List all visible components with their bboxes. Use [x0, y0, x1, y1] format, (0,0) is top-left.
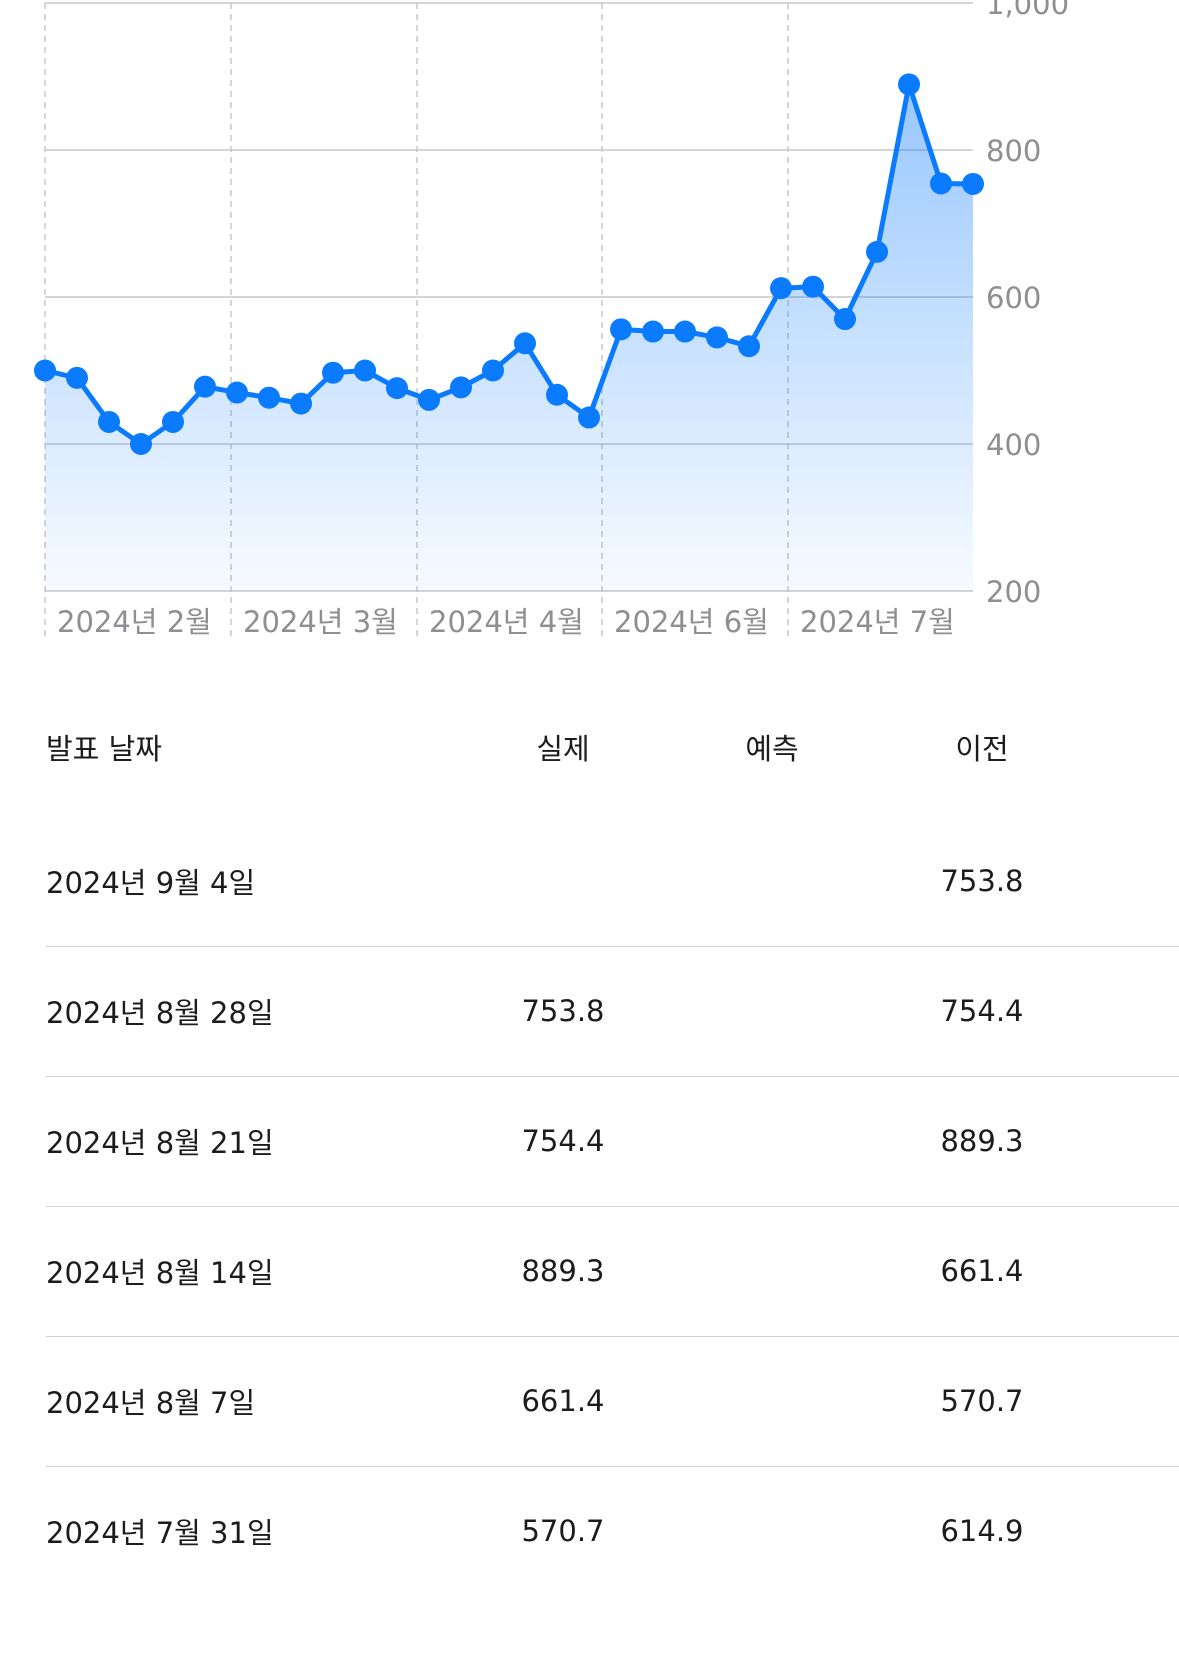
x-tick-label: 2024년 6월	[614, 605, 769, 639]
economic-indicator-chart: 1,000 800 600 400 200 2024년 2월 2024년 3월 2024년 …	[34, 0, 1069, 640]
y-tick-label: 200	[986, 575, 1041, 609]
data-point[interactable]	[290, 392, 312, 415]
data-point[interactable]	[962, 172, 984, 195]
row-date: 2024년 7월 31일	[46, 1516, 274, 1550]
data-point[interactable]	[642, 320, 664, 343]
table-row[interactable]: 2024년 7월 31일 570.7 614.9	[0, 1466, 1179, 1596]
table-row[interactable]: 2024년 8월 21일 754.4 889.3	[0, 1076, 1179, 1206]
y-tick-label: 600	[986, 281, 1041, 315]
x-tick-label: 2024년 4월	[429, 605, 584, 639]
row-previous: 753.8	[940, 864, 1024, 898]
data-point[interactable]	[226, 381, 248, 404]
row-date: 2024년 9월 4일	[46, 866, 256, 900]
data-point[interactable]	[514, 332, 536, 355]
data-point[interactable]	[738, 335, 760, 358]
row-date: 2024년 8월 7일	[46, 1386, 256, 1420]
data-point[interactable]	[610, 318, 632, 341]
table-row[interactable]: 2024년 8월 7일 661.4 570.7	[0, 1336, 1179, 1466]
row-divider	[46, 1336, 1179, 1337]
data-point[interactable]	[546, 383, 568, 406]
data-point[interactable]	[482, 359, 504, 382]
row-date: 2024년 8월 21일	[46, 1126, 274, 1160]
data-point[interactable]	[450, 376, 472, 399]
row-previous: 661.4	[940, 1254, 1024, 1288]
chart-area-fill	[45, 84, 973, 592]
row-previous: 570.7	[940, 1384, 1024, 1418]
row-actual: 754.4	[521, 1124, 605, 1158]
row-divider	[46, 1466, 1179, 1467]
data-point[interactable]	[770, 277, 792, 300]
row-previous: 754.4	[940, 994, 1024, 1028]
row-divider	[46, 1076, 1179, 1077]
data-point[interactable]	[578, 406, 600, 429]
header-previous: 이전	[955, 732, 1009, 766]
table-row[interactable]: 2024년 9월 4일 753.8	[0, 816, 1179, 946]
table-row[interactable]: 2024년 8월 28일 753.8 754.4	[0, 946, 1179, 1076]
y-tick-label: 1,000	[986, 0, 1069, 21]
data-point[interactable]	[834, 308, 856, 331]
y-tick-label: 800	[986, 134, 1041, 168]
data-point[interactable]	[130, 433, 152, 455]
data-point[interactable]	[354, 359, 376, 382]
header-date: 발표 날짜	[46, 732, 162, 766]
data-point[interactable]	[98, 410, 120, 433]
data-point[interactable]	[674, 320, 696, 343]
x-tick-label: 2024년 2월	[57, 605, 212, 639]
row-actual: 570.7	[521, 1514, 605, 1548]
data-point[interactable]	[418, 388, 440, 411]
data-point[interactable]	[386, 377, 408, 400]
data-point[interactable]	[34, 359, 56, 382]
data-point[interactable]	[866, 240, 888, 263]
data-point[interactable]	[322, 361, 344, 384]
row-actual: 753.8	[521, 994, 605, 1028]
data-point[interactable]	[930, 172, 952, 195]
header-forecast: 예측	[745, 732, 799, 766]
x-tick-label: 2024년 7월	[800, 605, 955, 639]
row-actual: 889.3	[521, 1254, 605, 1288]
data-point[interactable]	[194, 375, 216, 398]
data-point[interactable]	[162, 410, 184, 433]
data-point[interactable]	[66, 366, 88, 389]
data-point[interactable]	[258, 386, 280, 409]
data-point[interactable]	[898, 73, 920, 96]
row-date: 2024년 8월 14일	[46, 1256, 274, 1290]
row-previous: 889.3	[940, 1124, 1024, 1158]
y-tick-label: 400	[986, 428, 1041, 462]
row-actual: 661.4	[521, 1384, 605, 1418]
row-divider	[46, 1206, 1179, 1207]
data-point[interactable]	[706, 326, 728, 349]
row-date: 2024년 8월 28일	[46, 996, 274, 1030]
table-row[interactable]: 2024년 8월 14일 889.3 661.4	[0, 1206, 1179, 1336]
data-point[interactable]	[802, 275, 824, 298]
row-divider	[46, 946, 1179, 947]
row-previous: 614.9	[940, 1514, 1024, 1548]
header-actual: 실제	[536, 732, 590, 766]
x-tick-label: 2024년 3월	[243, 605, 398, 639]
